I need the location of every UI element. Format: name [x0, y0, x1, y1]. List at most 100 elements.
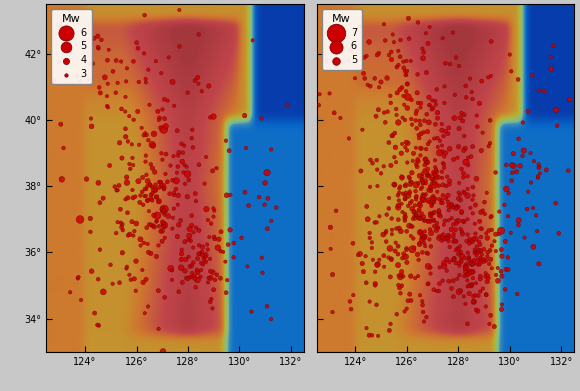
- Point: [445, 178, 454, 184]
- Point: [444, 203, 454, 209]
- Point: [433, 109, 442, 116]
- Point: [148, 184, 157, 190]
- Point: [86, 115, 96, 122]
- Point: [408, 158, 418, 164]
- Point: [508, 170, 517, 176]
- Point: [89, 35, 99, 41]
- Point: [355, 23, 364, 29]
- Point: [187, 135, 197, 141]
- Point: [244, 203, 253, 209]
- Point: [255, 194, 264, 200]
- Point: [389, 39, 398, 45]
- Point: [426, 230, 436, 236]
- Point: [108, 68, 118, 75]
- Point: [420, 118, 429, 124]
- Point: [457, 110, 466, 116]
- Point: [443, 235, 452, 241]
- Point: [400, 192, 409, 198]
- Point: [362, 53, 371, 59]
- Point: [177, 256, 186, 262]
- Point: [464, 257, 473, 264]
- Point: [356, 251, 365, 257]
- Point: [385, 327, 394, 334]
- Point: [142, 132, 151, 138]
- Point: [216, 275, 225, 282]
- Point: [407, 170, 416, 176]
- Point: [75, 78, 85, 84]
- Point: [463, 186, 472, 192]
- Point: [125, 272, 134, 278]
- Point: [157, 70, 166, 76]
- Point: [248, 37, 258, 43]
- Point: [481, 292, 491, 298]
- Point: [433, 224, 443, 231]
- Point: [207, 296, 216, 302]
- Point: [123, 210, 132, 216]
- Point: [405, 222, 414, 229]
- Point: [409, 209, 419, 215]
- Point: [433, 135, 442, 141]
- Point: [445, 181, 454, 187]
- Point: [400, 214, 409, 220]
- Point: [185, 264, 194, 270]
- Point: [496, 228, 506, 234]
- Point: [387, 257, 396, 263]
- Point: [88, 61, 97, 67]
- Point: [168, 177, 177, 183]
- Point: [414, 208, 423, 215]
- Point: [104, 47, 114, 53]
- Point: [455, 263, 464, 269]
- Point: [382, 212, 392, 218]
- Point: [415, 241, 425, 248]
- Point: [405, 181, 415, 188]
- Point: [402, 72, 411, 78]
- Point: [476, 260, 485, 266]
- Point: [93, 33, 103, 39]
- Point: [430, 223, 439, 229]
- Point: [422, 146, 431, 152]
- Point: [203, 246, 212, 253]
- Point: [415, 215, 425, 222]
- Point: [465, 269, 474, 275]
- Point: [260, 180, 270, 186]
- Point: [154, 117, 164, 123]
- Point: [152, 253, 161, 260]
- Point: [194, 251, 203, 257]
- Point: [386, 100, 396, 106]
- Point: [420, 193, 429, 199]
- Point: [129, 162, 138, 168]
- Point: [437, 142, 447, 149]
- Point: [159, 126, 168, 133]
- Point: [419, 214, 428, 220]
- Point: [363, 82, 372, 88]
- Point: [450, 257, 459, 263]
- Point: [425, 102, 434, 108]
- Point: [210, 236, 219, 242]
- Point: [180, 142, 189, 149]
- Point: [180, 181, 190, 187]
- Point: [241, 145, 251, 151]
- Point: [441, 235, 450, 242]
- Point: [445, 259, 454, 265]
- Point: [441, 128, 450, 135]
- Point: [403, 94, 412, 100]
- Point: [184, 237, 193, 243]
- Point: [454, 190, 463, 196]
- Point: [139, 279, 148, 285]
- Point: [188, 144, 198, 151]
- Point: [437, 127, 447, 133]
- Point: [216, 229, 226, 235]
- Point: [508, 162, 517, 168]
- Point: [190, 275, 200, 282]
- Point: [201, 258, 211, 265]
- Point: [160, 206, 169, 212]
- Point: [322, 58, 332, 64]
- Point: [326, 246, 335, 252]
- Point: [379, 109, 389, 116]
- Point: [420, 228, 429, 235]
- Point: [463, 173, 472, 179]
- Point: [408, 224, 417, 230]
- Point: [485, 117, 495, 124]
- Point: [406, 179, 415, 185]
- Point: [423, 129, 432, 135]
